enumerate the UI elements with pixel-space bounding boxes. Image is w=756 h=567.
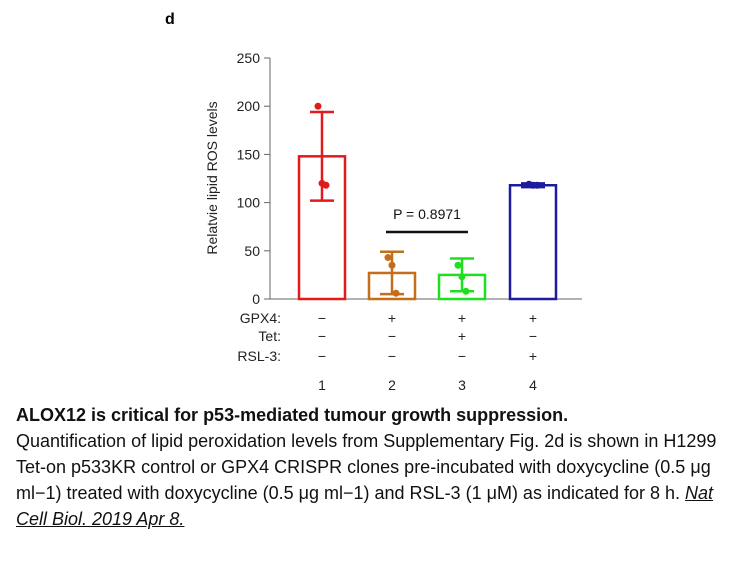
y-tick-label: 100 — [237, 195, 261, 211]
y-tick-label: 150 — [237, 146, 261, 162]
figure-caption: ALOX12 is critical for p53-mediated tumo… — [16, 402, 748, 532]
data-point — [454, 261, 462, 269]
data-point — [384, 254, 392, 262]
data-point — [462, 287, 470, 295]
data-point — [392, 289, 400, 297]
panel-label: d — [165, 11, 175, 28]
data-point — [388, 261, 396, 269]
condition-sign: + — [388, 310, 396, 326]
condition-label: RSL-3: — [237, 348, 281, 364]
condition-sign: + — [529, 348, 537, 364]
condition-label: Tet: — [258, 328, 281, 344]
condition-sign: − — [318, 328, 326, 344]
x-tick-label: 4 — [529, 377, 537, 393]
caption-body: Quantification of lipid peroxidation lev… — [16, 431, 717, 503]
y-tick-label: 50 — [244, 243, 260, 259]
y-tick-label: 250 — [237, 50, 261, 66]
condition-sign: − — [318, 310, 326, 326]
caption-title: ALOX12 is critical for p53-mediated tumo… — [16, 405, 569, 425]
data-point — [322, 181, 330, 189]
condition-sign: − — [388, 328, 396, 344]
y-axis-label: Relatvie lipid ROS levels — [204, 101, 220, 254]
p-value-annotation: P = 0.8971 — [393, 206, 461, 222]
x-tick-label: 3 — [458, 377, 466, 393]
condition-label: GPX4: — [240, 310, 281, 326]
data-point — [458, 273, 466, 281]
condition-sign: − — [529, 328, 537, 344]
condition-sign: + — [458, 328, 466, 344]
bar-chart: d 0 50 100 150 200 250 Relatvie lipid ROS level… — [165, 11, 582, 393]
data-point — [314, 102, 322, 110]
bar — [508, 183, 558, 301]
citation-link[interactable]: Nat Cell Biol. 2019 Apr 8. — [16, 483, 714, 529]
figure-panel-d: d 0 50 100 150 200 250 Relatvie lipid ROS level… — [165, 11, 582, 393]
condition-sign: − — [458, 348, 466, 364]
x-tick-label: 1 — [318, 377, 326, 393]
y-tick-label: 200 — [237, 98, 261, 114]
data-point — [533, 181, 541, 189]
condition-sign: − — [388, 348, 396, 364]
x-tick-label: 2 — [388, 377, 396, 393]
condition-sign: + — [458, 310, 466, 326]
y-tick-label: 0 — [252, 291, 260, 307]
condition-sign: + — [529, 310, 537, 326]
condition-sign: − — [318, 348, 326, 364]
